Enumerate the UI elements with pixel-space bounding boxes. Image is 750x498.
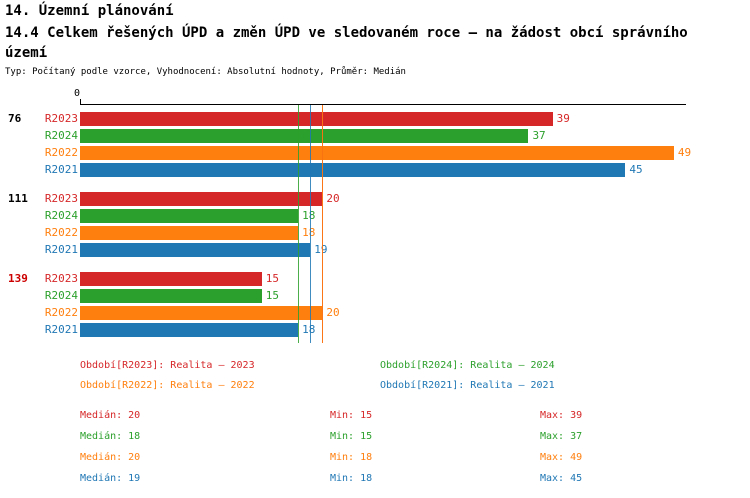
series-label: R2024 xyxy=(44,129,78,142)
group-label: 111 xyxy=(8,192,28,205)
bar-value-label: 18 xyxy=(302,209,316,222)
bar-value-label: 37 xyxy=(532,129,546,142)
stat-median: Medián: 20 xyxy=(80,452,141,463)
stat-max: Max: 49 xyxy=(540,452,583,463)
bar-row: R2024 18 xyxy=(0,207,750,224)
stat-max: Max: 45 xyxy=(540,473,583,484)
bar-groups: 76 R2023 39 R2024 37 R2022 49 R2021 45 111 R2023 20… xyxy=(0,110,750,350)
bar xyxy=(80,111,553,126)
series-label: R2022 xyxy=(44,306,78,319)
stats-row: Medián: 19 Min: 18 Max: 45 xyxy=(0,473,750,494)
bar xyxy=(80,162,626,177)
stat-max: Max: 37 xyxy=(540,431,583,442)
stat-min: Min: 18 xyxy=(330,473,373,484)
bar-value-label: 20 xyxy=(326,306,340,319)
bar-value-label: 20 xyxy=(326,192,340,205)
series-label: R2021 xyxy=(44,323,78,336)
stat-min: Min: 18 xyxy=(330,452,373,463)
bar xyxy=(80,322,299,337)
series-label: R2023 xyxy=(44,192,78,205)
bar-row: R2021 45 xyxy=(0,161,750,178)
bar-group: 76 R2023 39 R2024 37 R2022 49 R2021 45 xyxy=(0,110,750,178)
legend-item: Období[R2021]: Realita – 2021 xyxy=(380,380,555,391)
bar-value-label: 49 xyxy=(677,146,692,159)
bar xyxy=(80,145,674,160)
series-label: R2023 xyxy=(44,112,78,125)
series-label: R2022 xyxy=(44,226,78,239)
bar-row: R2021 19 xyxy=(0,241,750,258)
bar-row: R2024 37 xyxy=(0,127,750,144)
series-label: R2024 xyxy=(44,289,78,302)
bar xyxy=(80,305,323,320)
series-label: R2021 xyxy=(44,243,78,256)
bar xyxy=(80,288,262,303)
bar xyxy=(80,225,299,240)
bar-row: R2023 15 xyxy=(0,270,750,287)
legend-item: Období[R2024]: Realita – 2024 xyxy=(380,360,555,371)
group-label: 139 xyxy=(8,272,28,285)
bar-value-label: 19 xyxy=(314,243,328,256)
series-label: R2023 xyxy=(44,272,78,285)
bar xyxy=(80,128,529,143)
stat-median: Medián: 19 xyxy=(80,473,141,484)
axis-line xyxy=(80,104,686,105)
legend-row: Období[R2022]: Realita – 2022 Období[R202… xyxy=(0,380,750,400)
series-label: R2024 xyxy=(44,209,78,222)
page-title: 14. Územní plánování xyxy=(5,3,174,19)
bar-value-label: 18 xyxy=(302,323,316,336)
stats-row: Medián: 20 Min: 15 Max: 39 xyxy=(0,410,750,431)
bar xyxy=(80,191,323,206)
bar xyxy=(80,208,299,223)
series-label: R2022 xyxy=(44,146,78,159)
bar-value-label: 39 xyxy=(556,112,570,125)
bar xyxy=(80,271,262,286)
bar-value-label: 18 xyxy=(302,226,316,239)
bar-chart: 0 76 R2023 39 R2024 37 R2022 49 R2021 45 111 R2023… xyxy=(0,88,750,350)
group-label: 76 xyxy=(8,112,22,125)
stats: Medián: 20 Min: 15 Max: 39 Medián: 18 Min: 1… xyxy=(0,410,750,494)
bar-row: R2021 18 xyxy=(0,321,750,338)
stat-median: Medián: 20 xyxy=(80,410,141,421)
legend-item: Období[R2023]: Realita – 2023 xyxy=(80,360,255,371)
bar xyxy=(80,242,311,257)
series-label: R2021 xyxy=(44,163,78,176)
bar-group: 111 R2023 20 R2024 18 R2022 18 R2021 19 xyxy=(0,190,750,258)
chart-meta: Typ: Počítaný podle vzorce, Vyhodnocení:… xyxy=(5,67,406,77)
bar-value-label: 45 xyxy=(629,163,643,176)
axis-tick-label: 0 xyxy=(74,88,81,99)
bar-row: R2023 39 xyxy=(0,110,750,127)
bar-value-label: 15 xyxy=(265,289,280,302)
bar-row: R2022 20 xyxy=(0,304,750,321)
legend-item: Období[R2022]: Realita – 2022 xyxy=(80,380,255,391)
bar-row: R2023 20 xyxy=(0,190,750,207)
stat-max: Max: 39 xyxy=(540,410,583,421)
stat-min: Min: 15 xyxy=(330,410,373,421)
stat-min: Min: 15 xyxy=(330,431,373,442)
bar-row: R2024 15 xyxy=(0,287,750,304)
bar-row: R2022 49 xyxy=(0,144,750,161)
stats-row: Medián: 20 Min: 18 Max: 49 xyxy=(0,452,750,473)
bar-group: 139 R2023 15 R2024 15 R2022 20 R2021 18 xyxy=(0,270,750,338)
legend-row: Období[R2023]: Realita – 2023 Období[R202… xyxy=(0,360,750,380)
bar-value-label: 15 xyxy=(265,272,280,285)
stats-row: Medián: 18 Min: 15 Max: 37 xyxy=(0,431,750,452)
chart-subtitle: 14.4 Celkem řešených ÚPD a změn ÚPD ve s… xyxy=(5,25,688,61)
axis-tick-mark xyxy=(80,99,81,104)
legend: Období[R2023]: Realita – 2023 Období[R202… xyxy=(0,360,750,400)
bar-row: R2022 18 xyxy=(0,224,750,241)
stat-median: Medián: 18 xyxy=(80,431,141,442)
